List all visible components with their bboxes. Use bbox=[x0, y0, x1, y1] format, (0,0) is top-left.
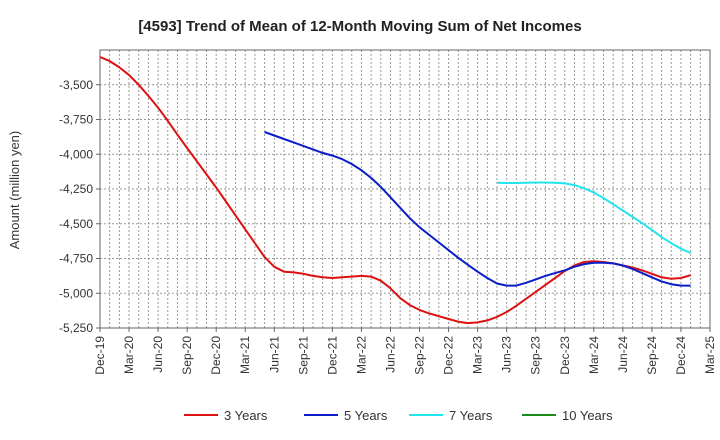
y-tick-label: -4,250 bbox=[59, 182, 93, 196]
y-tick-label: -4,000 bbox=[59, 147, 93, 161]
x-tick-label: Mar-24 bbox=[587, 336, 601, 374]
x-tick-label: Sep-22 bbox=[413, 336, 427, 375]
legend-item: 3 Years bbox=[184, 408, 268, 423]
series-line-3-years bbox=[99, 56, 691, 325]
grid bbox=[100, 50, 710, 329]
legend-label: 5 Years bbox=[344, 408, 388, 423]
legend-item: 10 Years bbox=[522, 408, 613, 423]
chart-title: [4593] Trend of Mean of 12-Month Moving … bbox=[138, 18, 581, 35]
x-tick-label: Dec-24 bbox=[674, 336, 688, 375]
y-tick-label: -4,750 bbox=[59, 252, 93, 266]
y-tick-label: -5,250 bbox=[59, 321, 93, 335]
legend-label: 3 Years bbox=[224, 408, 268, 423]
x-tick-label: Mar-25 bbox=[703, 336, 717, 374]
x-tick-label: Dec-22 bbox=[442, 336, 456, 375]
x-tick-label: Mar-20 bbox=[122, 336, 136, 374]
legend-label: 10 Years bbox=[562, 408, 613, 423]
series-line-5-years bbox=[264, 131, 691, 287]
series-line-7-years bbox=[496, 181, 691, 254]
x-tick-label: Mar-21 bbox=[238, 336, 252, 374]
y-tick-label: -5,000 bbox=[59, 286, 93, 300]
x-tick-label: Jun-21 bbox=[267, 336, 281, 373]
x-axis-ticks: Dec-19 Mar-20 Jun-20 Sep-20 Dec-20 Mar-21 Jun-… bbox=[93, 328, 717, 375]
x-tick-label: Dec-21 bbox=[325, 336, 339, 375]
y-tick-label: -3,750 bbox=[59, 113, 93, 127]
legend: 3 Years 5 Years 7 Years 10 Years bbox=[184, 408, 613, 423]
x-tick-label: Jun-23 bbox=[500, 336, 514, 373]
x-tick-label: Mar-22 bbox=[354, 336, 368, 374]
y-tick-label: -3,500 bbox=[59, 78, 93, 92]
legend-item: 5 Years bbox=[304, 408, 388, 423]
y-tick-label: -4,500 bbox=[59, 217, 93, 231]
legend-label: 7 Years bbox=[449, 408, 493, 423]
x-tick-label: Dec-23 bbox=[558, 336, 572, 375]
y-axis-label: Amount (million yen) bbox=[7, 131, 22, 250]
x-tick-label: Dec-20 bbox=[209, 336, 223, 375]
x-tick-label: Jun-20 bbox=[151, 336, 165, 373]
y-axis-ticks: -5,250 -5,000 -4,750 -4,500 -4,250 -4,000 -3,7… bbox=[59, 78, 100, 335]
x-tick-label: Jun-22 bbox=[383, 336, 397, 373]
x-tick-label: Dec-19 bbox=[93, 336, 107, 375]
legend-item: 7 Years bbox=[409, 408, 493, 423]
x-tick-label: Jun-24 bbox=[616, 336, 630, 373]
series-lines bbox=[99, 56, 691, 325]
x-tick-label: Sep-24 bbox=[645, 336, 659, 375]
x-tick-label: Mar-23 bbox=[471, 336, 485, 374]
x-tick-label: Sep-23 bbox=[529, 336, 543, 375]
x-tick-label: Sep-21 bbox=[296, 336, 310, 375]
x-tick-label: Sep-20 bbox=[180, 336, 194, 375]
